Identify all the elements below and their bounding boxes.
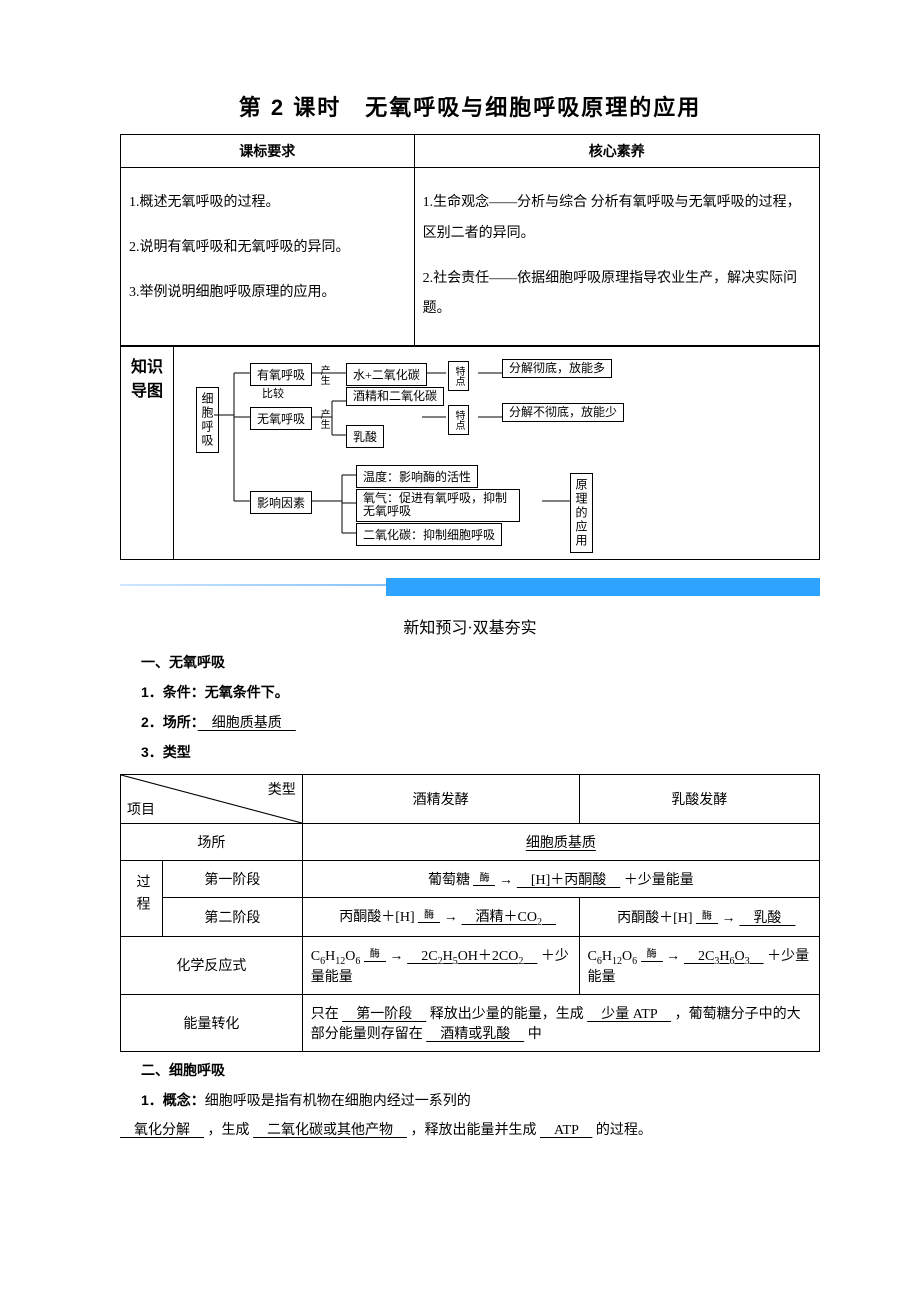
produce-label-2: 产生	[314, 405, 333, 439]
kz-label: 知识导图	[121, 347, 174, 560]
trait1-node: 分解彻底，放能多	[502, 359, 612, 378]
stage2-alcohol: 丙酮酸＋[H] 酶 → 酒精＋CO2	[302, 897, 579, 936]
lit-1: 1.生命观念——分析与综合 分析有氧呼吸与无氧呼吸的过程，区别二者的异同。	[423, 188, 811, 250]
literacy-cell: 1.生命观念——分析与综合 分析有氧呼吸与无氧呼吸的过程，区别二者的异同。 2.…	[414, 168, 819, 346]
water-co2-node: 水+二氧化碳	[346, 363, 427, 386]
diagram-cell: 细胞呼吸 有氧呼吸 比较 无氧呼吸 产生 产生 水+二氧化碳 酒精和二氧化碳 乳…	[174, 347, 820, 560]
trait-label-2: 特点	[448, 405, 469, 435]
proc-label: 过程	[121, 860, 163, 936]
stage1-label: 第一阶段	[162, 860, 302, 897]
col2-header: 酒精发酵	[302, 774, 579, 823]
req-1: 1.概述无氧呼吸的过程。	[129, 188, 406, 219]
factor3-node: 二氧化碳：抑制细胞呼吸	[356, 523, 502, 546]
compare-label: 比较	[262, 385, 284, 401]
alcohol-co2-node: 酒精和二氧化碳	[346, 387, 444, 406]
section-banner	[120, 578, 820, 596]
trait-label-1: 特点	[448, 361, 469, 391]
s1-p3: 3．类型	[120, 738, 820, 767]
page-title: 第 2 课时 无氧呼吸与细胞呼吸原理的应用	[120, 90, 820, 122]
col1-header: 课标要求	[121, 135, 415, 168]
s1-p1: 1．条件：无氧条件下。	[120, 678, 820, 708]
anaerobic-node: 无氧呼吸	[250, 407, 312, 430]
req-2: 2.说明有氧呼吸和无氧呼吸的异同。	[129, 233, 406, 264]
energy-content: 只在 第一阶段 释放出少量的能量，生成 少量 ATP ，葡萄糖分子中的大部分能量…	[302, 995, 819, 1052]
factor2-node: 氧气：促进有氧呼吸，抑制无氧呼吸	[356, 489, 520, 521]
factor1-node: 温度：影响酶的活性	[356, 465, 478, 488]
factors-node: 影响因素	[250, 491, 312, 514]
section2-head: 二、细胞呼吸	[120, 1056, 820, 1085]
requirements-cell: 1.概述无氧呼吸的过程。 2.说明有氧呼吸和无氧呼吸的异同。 3.举例说明细胞呼…	[121, 168, 415, 346]
col2-header: 核心素养	[414, 135, 819, 168]
col3-header: 乳酸发酵	[579, 774, 820, 823]
req-3: 3.举例说明细胞呼吸原理的应用。	[129, 278, 406, 309]
lactic-node: 乳酸	[346, 425, 384, 448]
row-place: 场所	[121, 823, 303, 860]
lit-2: 2.社会责任——依据细胞呼吸原理指导农业生产，解决实际问题。	[423, 264, 811, 326]
s1-p2: 2．场所： 细胞质基质	[120, 708, 820, 738]
app-node: 原理的应用	[570, 473, 593, 553]
chem-lactic: C6H12O6 酶 → 2C3H6O3 ＋少量能量	[579, 936, 820, 995]
place-val: 细胞质基质	[302, 823, 819, 860]
stage2-lactic: 丙酮酸＋[H] 酶 → 乳酸	[579, 897, 820, 936]
stage1-content: 葡萄糖 酶 → [H]＋丙酮酸 ＋少量能量	[302, 860, 819, 897]
knowledge-map-table: 知识导图	[120, 346, 820, 560]
trait2-node: 分解不彻底，放能少	[502, 403, 624, 422]
standards-table: 课标要求 核心素养 1.概述无氧呼吸的过程。 2.说明有氧呼吸和无氧呼吸的异同。…	[120, 134, 820, 346]
energy-label: 能量转化	[121, 995, 303, 1052]
root-node: 细胞呼吸	[196, 387, 219, 453]
type-table: 项目 类型 酒精发酵 乳酸发酵 场所 细胞质基质 过程 第一阶段 葡萄糖 酶 →…	[120, 774, 820, 1053]
aerobic-node: 有氧呼吸	[250, 363, 312, 386]
diag-header: 项目 类型	[121, 774, 303, 823]
s2-p1: 1．概念：细胞呼吸是指有机物在细胞内经过一系列的	[120, 1086, 820, 1116]
concept-diagram: 细胞呼吸 有氧呼吸 比较 无氧呼吸 产生 产生 水+二氧化碳 酒精和二氧化碳 乳…	[182, 353, 782, 553]
chem-label: 化学反应式	[121, 936, 303, 995]
s1-p2-blank: 细胞质基质	[198, 716, 296, 731]
subtitle: 新知预习·双基夯实	[120, 614, 820, 638]
section1-head: 一、无氧呼吸	[120, 648, 820, 677]
chem-alcohol: C6H12O6 酶 → 2C2H5OH＋2CO2 ＋少量能量	[302, 936, 579, 995]
produce-label-1: 产生	[314, 361, 333, 395]
stage2-label: 第二阶段	[162, 897, 302, 936]
s2-p2: 氧化分解 ，生成 二氧化碳或其他产物 ，释放出能量并生成 ATP 的过程。	[120, 1116, 820, 1145]
